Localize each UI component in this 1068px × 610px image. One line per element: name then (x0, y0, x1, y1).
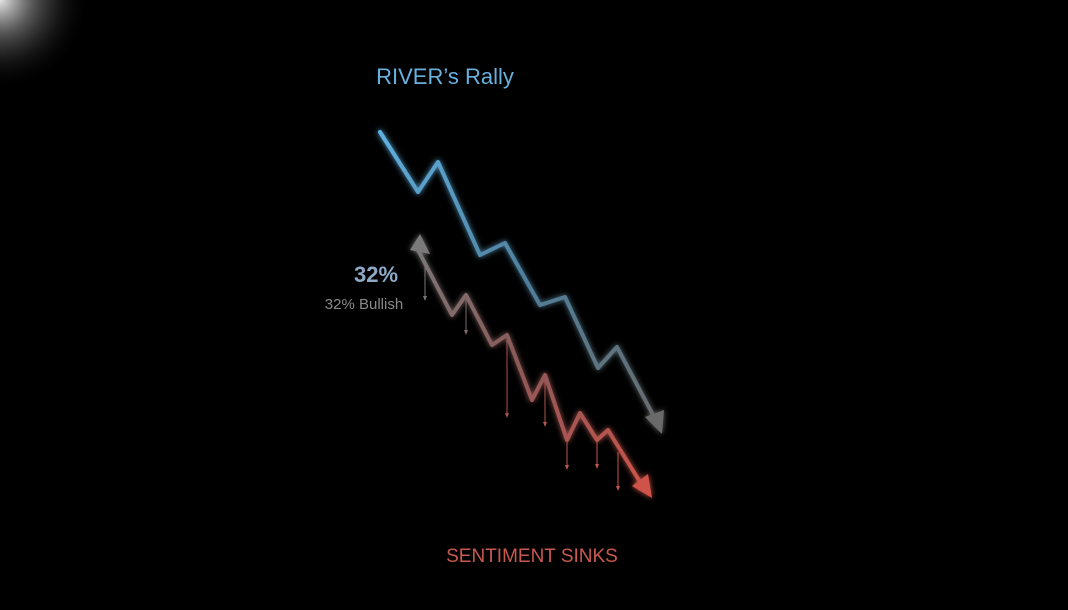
drop-arrow (423, 296, 427, 301)
drop-arrow (595, 464, 599, 469)
footer-label: SENTIMENT SINKS (446, 546, 618, 567)
drop-arrow (505, 413, 509, 418)
drop-arrow (543, 422, 547, 427)
sentiment-caption: 32% Bullish (325, 296, 403, 313)
drop-arrow (565, 465, 569, 470)
rally-arrowhead (645, 410, 664, 434)
sentiment-path (416, 248, 642, 484)
drop-arrow (464, 330, 468, 335)
sentiment-start-arrowhead (410, 234, 430, 254)
rally-path (378, 130, 654, 415)
title: RIVER’s Rally (376, 64, 514, 89)
corner-glow (0, 0, 100, 100)
sentiment-arrowhead (632, 474, 652, 498)
drop-arrow (616, 486, 620, 491)
sentiment-value: 32% (354, 262, 398, 287)
sentiment-line (410, 234, 652, 498)
rally-line (378, 130, 664, 434)
drop-markers (423, 262, 620, 491)
